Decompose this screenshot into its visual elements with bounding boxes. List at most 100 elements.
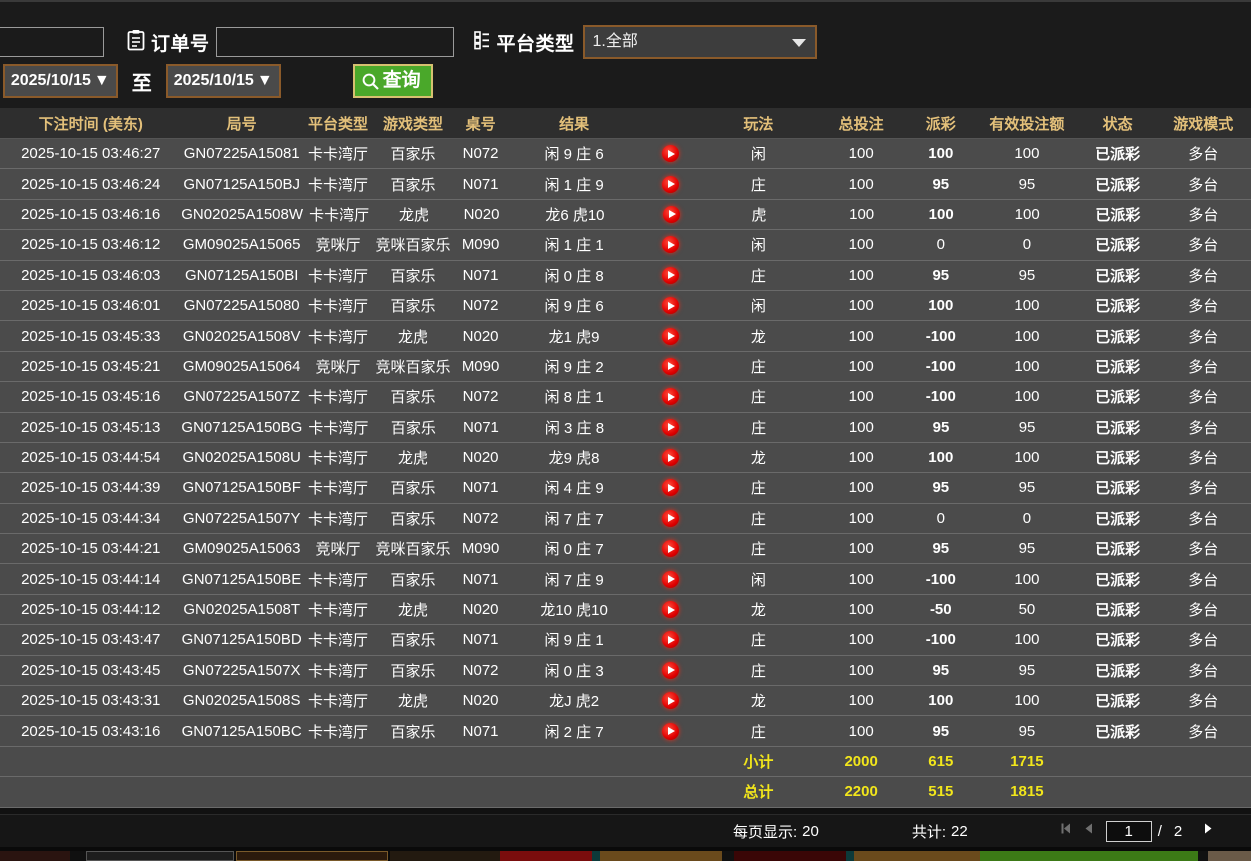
page-separator: / (1157, 822, 1162, 840)
play-icon[interactable] (661, 145, 679, 163)
cell-gametype: 竞咪百家乐 (375, 541, 451, 559)
cell-play: 庄 (750, 723, 766, 741)
cell-bet: 100 (848, 327, 874, 345)
subtotal-row-label: 小计 (743, 754, 774, 771)
play-icon[interactable] (661, 327, 679, 345)
play-icon[interactable] (661, 601, 679, 619)
cell-play: 闲 (750, 146, 766, 164)
cell-valid-bet: 100 (1014, 327, 1040, 345)
status-badge: 已派彩 (1095, 389, 1141, 407)
table-row[interactable]: 2025-10-15 03:46:16 GN02025A1508W 卡卡湾厅 龙虎 N0… (0, 199, 1251, 231)
cell-round: GN07225A15081 (183, 145, 300, 163)
cell-replay (639, 388, 702, 406)
table-row[interactable]: 2025-10-15 03:46:24 GN07125A150BJ 卡卡湾厅 百家乐 N… (0, 169, 1251, 200)
cell-payout: -100 (925, 388, 956, 406)
table-row[interactable]: 2025-10-15 03:44:21 GM09025A15063 竞咪厅 竞咪百家乐… (0, 534, 1251, 565)
prev-page-icon[interactable] (1083, 822, 1094, 840)
cell-payout: 95 (932, 266, 950, 284)
play-icon[interactable] (661, 540, 679, 558)
order-number-input[interactable] (215, 27, 454, 57)
table-row[interactable]: 2025-10-15 03:45:21 GM09025A15064 竞咪厅 竞咪百家乐… (0, 351, 1251, 383)
play-icon[interactable] (661, 661, 679, 679)
col-header-result[interactable]: 结果 (559, 115, 590, 133)
cell-round: GN07125A150BI (184, 266, 299, 284)
next-page-icon[interactable] (1203, 822, 1214, 840)
col-header-game-mode[interactable]: 游戏模式 (1173, 115, 1234, 133)
table-row[interactable]: 2025-10-15 03:43:45 GN07225A1507X 卡卡湾厅 百家乐 N… (0, 655, 1251, 687)
table-row[interactable]: 2025-10-15 03:46:03 GN07125A150BI 卡卡湾厅 百家乐 N… (0, 260, 1251, 291)
cell-game-mode: 多台 (1188, 480, 1219, 498)
cell-game-mode: 多台 (1188, 328, 1219, 346)
per-page-value[interactable]: 20 (802, 822, 819, 840)
col-header-play[interactable]: 玩法 (743, 115, 774, 133)
cell-replay (639, 661, 702, 679)
cell-gametype: 百家乐 (390, 723, 436, 741)
cell-payout: -100 (925, 570, 956, 588)
play-icon[interactable] (661, 266, 679, 284)
col-header-round[interactable]: 局号 (226, 115, 257, 133)
col-header-bet[interactable]: 总投注 (838, 115, 884, 133)
cell-gametype: 百家乐 (390, 662, 436, 680)
col-header-table[interactable]: 桌号 (465, 115, 496, 133)
cell-valid-bet: 50 (1018, 601, 1036, 619)
col-header-valid-bet[interactable]: 有效投注额 (989, 115, 1065, 133)
cell-round: GN07225A1507Y (182, 509, 301, 527)
play-icon[interactable] (661, 631, 679, 649)
table-row[interactable]: 2025-10-15 03:44:12 GN02025A1508T 卡卡湾厅 龙虎 N0… (0, 594, 1251, 626)
platform-type-select[interactable]: 1.全部 (582, 25, 817, 59)
date-from-picker[interactable]: 2025/10/15 ▼ (2, 64, 118, 98)
col-header-status[interactable]: 状态 (1102, 115, 1133, 133)
play-icon[interactable] (661, 175, 679, 193)
play-icon[interactable] (661, 357, 679, 375)
table-row[interactable]: 2025-10-15 03:46:01 GN07225A15080 卡卡湾厅 百家乐 N… (0, 290, 1251, 322)
member-search-input[interactable] (0, 27, 104, 57)
table-row[interactable]: 2025-10-15 03:46:12 GM09025A15065 竞咪厅 竞咪百家乐… (0, 230, 1251, 261)
col-header-time[interactable]: 下注时间 (美东) (38, 115, 143, 133)
play-icon[interactable] (661, 388, 679, 406)
page-number-input[interactable]: 1 (1105, 820, 1152, 842)
cell-gametype: 百家乐 (390, 389, 436, 407)
play-icon[interactable] (661, 297, 679, 315)
cell-replay (639, 449, 702, 467)
query-button[interactable]: 查询 (352, 64, 433, 98)
table-row[interactable]: 2025-10-15 03:44:14 GN07125A150BE 卡卡湾厅 百家乐 N… (0, 564, 1251, 595)
cell-gametype: 百家乐 (390, 267, 436, 285)
cell-payout: -100 (925, 631, 956, 649)
date-to-picker[interactable]: 2025/10/15 ▼ (165, 64, 281, 98)
table-row[interactable]: 2025-10-15 03:45:33 GN02025A1508V 卡卡湾厅 龙虎 N0… (0, 321, 1251, 352)
cell-play: 龙 (750, 693, 766, 711)
cell-platform: 卡卡湾厅 (307, 662, 368, 680)
play-icon[interactable] (662, 205, 680, 223)
table-row[interactable]: 2025-10-15 03:44:39 GN07125A150BF 卡卡湾厅 百家乐 N… (0, 473, 1251, 504)
table-row[interactable]: 2025-10-15 03:43:47 GN07125A150BD 卡卡湾厅 百家乐 N… (0, 625, 1251, 656)
table-row[interactable]: 2025-10-15 03:43:31 GN02025A1508S 卡卡湾厅 龙虎 N0… (0, 686, 1251, 717)
play-icon[interactable] (661, 479, 679, 497)
cell-table: N071 (462, 175, 499, 193)
col-header-platform[interactable]: 平台类型 (307, 115, 368, 133)
play-icon[interactable] (661, 236, 679, 254)
cell-valid-bet: 100 (1014, 631, 1040, 649)
per-page-label: 每页显示: (733, 823, 798, 841)
cell-time: 2025-10-15 03:46:03 (21, 266, 161, 284)
table-row[interactable]: 2025-10-15 03:45:16 GN07225A1507Z 卡卡湾厅 百家乐 N… (0, 382, 1251, 413)
col-header-payout[interactable]: 派彩 (925, 115, 956, 133)
table-row[interactable]: 2025-10-15 03:43:16 GN07125A150BC 卡卡湾厅 百家乐 N… (0, 716, 1251, 747)
table-row[interactable]: 2025-10-15 03:44:34 GN07225A1507Y 卡卡湾厅 百家乐 N… (0, 503, 1251, 535)
table-row[interactable]: 2025-10-15 03:45:13 GN07125A150BG 卡卡湾厅 百家乐 N… (0, 412, 1251, 443)
col-header-gametype[interactable]: 游戏类型 (382, 115, 443, 133)
cell-result: 龙1 虎9 (548, 328, 600, 346)
play-icon[interactable] (661, 570, 679, 588)
play-icon[interactable] (661, 509, 679, 527)
play-icon[interactable] (662, 418, 680, 436)
cell-result: 闲 1 庄 1 (544, 237, 604, 255)
table-row[interactable]: 2025-10-15 03:44:54 GN02025A1508U 卡卡湾厅 龙虎 N0… (0, 442, 1251, 474)
play-icon[interactable] (661, 692, 679, 710)
play-icon[interactable] (661, 722, 679, 740)
table-row[interactable]: 2025-10-15 03:46:27 GN07225A15081 卡卡湾厅 百家乐 N… (0, 139, 1251, 170)
cell-bet: 100 (848, 570, 874, 588)
cell-result: 闲 9 庄 2 (544, 358, 604, 376)
first-page-icon[interactable] (1059, 822, 1072, 840)
play-icon[interactable] (661, 449, 679, 467)
cell-round: GN07225A15080 (183, 297, 300, 315)
cell-game-mode: 多台 (1188, 146, 1219, 164)
